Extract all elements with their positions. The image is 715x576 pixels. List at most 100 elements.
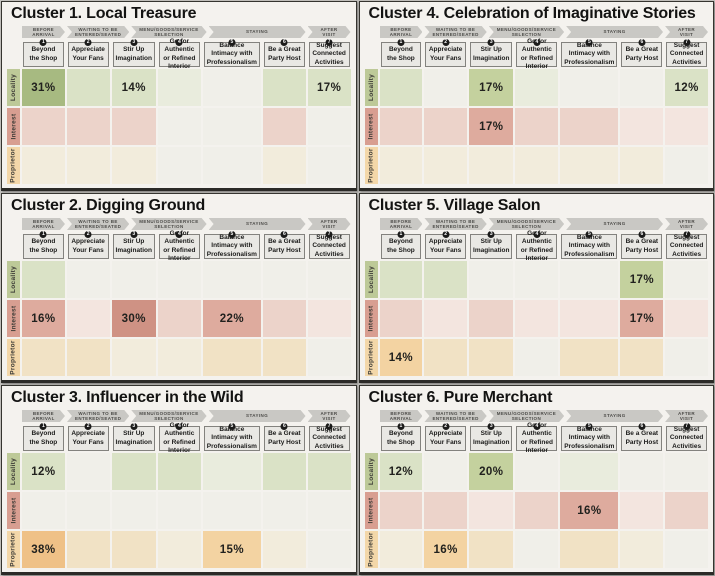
column-number-badge: 7	[683, 423, 691, 430]
column-number-badge: 6	[638, 423, 646, 430]
column-number-badge: 1	[397, 39, 405, 46]
heatmap-cell	[469, 492, 514, 529]
column-header-label: Appreciate Your Fans	[428, 430, 463, 446]
column-header-label: Beyond the Shop	[386, 430, 415, 446]
column-header: 3 Stir Up Imagination	[112, 423, 155, 451]
heatmap-cell: 14%	[379, 339, 423, 376]
panel-title: Cluster 2. Digging Ground	[11, 197, 206, 214]
heatmap-cell	[202, 261, 261, 298]
cluster-panel: Cluster 4. Celebration of Imaginative St…	[358, 1, 714, 191]
row-label-locality: Locality	[364, 69, 378, 106]
heatmap-cell	[424, 147, 468, 184]
column-header-label: Beyond the Shop	[29, 46, 58, 62]
heatmap-cell	[560, 531, 619, 568]
heatmap-cell	[620, 147, 664, 184]
heatmap-cell	[665, 339, 708, 376]
heatmap-cell	[515, 339, 559, 376]
column-header: 1 Beyond the Shop	[23, 231, 64, 259]
column-header: 1 Beyond the Shop	[23, 423, 64, 451]
heatmap-cell	[424, 453, 468, 490]
column-number-badge: 1	[39, 39, 47, 46]
column-header-label: Stir Up Imagination	[115, 430, 152, 446]
heatmap-cell	[66, 339, 110, 376]
column-header: 6 Be a Great Party Host	[263, 39, 305, 67]
column-header-label: Be a Great Party Host	[268, 430, 301, 446]
column-number-badge: 4	[175, 423, 183, 430]
column-header: 5Balance Intimacy with Professionalism	[561, 231, 618, 259]
heatmap-cell	[307, 147, 351, 184]
heatmap-cell: 14%	[111, 69, 156, 106]
row-label-proprietor: Proprietor	[7, 339, 20, 376]
stage-arrow: AFTER VISIT	[665, 218, 708, 230]
heatmap-cell	[515, 147, 559, 184]
heatmap-cell	[379, 492, 423, 529]
heatmap-cell: 22%	[202, 300, 261, 337]
column-number-badge: 3	[487, 231, 495, 238]
heatmap-cell	[157, 531, 201, 568]
stage-arrow: BEFORE ARRIVAL	[380, 218, 423, 230]
stage-arrow: STAYING	[209, 26, 306, 38]
column-number-badge: 2	[84, 423, 92, 430]
heatmap-cell	[379, 300, 423, 337]
heatmap-cell	[560, 69, 619, 106]
column-header: 7Suggest Connected Activities	[666, 231, 707, 259]
column-number-badge: 3	[487, 423, 495, 430]
heatmap-cell	[560, 300, 619, 337]
heatmap-cell	[22, 339, 65, 376]
column-number-badge: 3	[130, 423, 138, 430]
column-header: 3 Stir Up Imagination	[112, 39, 155, 67]
grid-corner-spacer	[365, 426, 378, 451]
stage-arrow: AFTER VISIT	[308, 26, 351, 38]
row-label-text: Interest	[10, 497, 18, 524]
row-label-text: Proprietor	[367, 148, 375, 183]
column-header: 2 Appreciate Your Fans	[67, 231, 109, 259]
heatmap-cell: 16%	[22, 300, 65, 337]
stage-arrow: BEFORE ARRIVAL	[380, 410, 423, 422]
row-label-text: Locality	[367, 458, 375, 485]
row-label-locality: Locality	[364, 453, 378, 490]
heatmap-grid: 1 Beyond the Shop 2 Appreciate Your Fans 3 St…	[364, 38, 708, 184]
stage-arrow: BEFORE ARRIVAL	[22, 218, 65, 230]
stage-arrow: MENU/GOODS/SERVICE SELECTION	[489, 410, 564, 422]
cluster-panel: Cluster 1. Local Treasure BEFORE ARRIVAL…	[1, 1, 357, 191]
column-number-badge: 7	[683, 231, 691, 238]
heatmap-cell	[111, 261, 156, 298]
heatmap-grid: 1 Beyond the Shop 2 Appreciate Your Fans 3 St…	[7, 38, 351, 184]
heatmap-cell	[665, 261, 708, 298]
stage-arrow: MENU/GOODS/SERVICE SELECTION	[131, 410, 206, 422]
column-header: 1 Beyond the Shop	[380, 39, 422, 67]
heatmap-cell	[157, 492, 201, 529]
column-header: 4 Go for Authentic or Refined Interior	[516, 230, 558, 262]
stage-arrow: MENU/GOODS/SERVICE SELECTION	[489, 26, 564, 38]
heatmap-cell	[157, 69, 201, 106]
heatmap-cell	[111, 147, 156, 184]
stage-arrow: MENU/GOODS/SERVICE SELECTION	[131, 218, 206, 230]
column-number-badge: 1	[39, 231, 47, 238]
row-label-text: Interest	[367, 497, 375, 524]
column-number-badge: 2	[84, 39, 92, 46]
stage-arrow: STAYING	[566, 26, 663, 38]
heatmap-cell	[379, 531, 423, 568]
row-label-locality: Locality	[7, 261, 20, 298]
heatmap-cell	[22, 147, 65, 184]
column-number-badge: 5	[585, 231, 593, 238]
column-number-badge: 4	[533, 231, 541, 238]
journey-stage-band: BEFORE ARRIVAL WAITING TO BE ENTERED/SEAT…	[380, 410, 709, 422]
heatmap-cell	[262, 108, 306, 145]
heatmap-cell: 12%	[665, 69, 708, 106]
heatmap-cell	[469, 531, 514, 568]
heatmap-cell	[307, 531, 351, 568]
row-label-proprietor: Proprietor	[7, 147, 20, 184]
heatmap-cell	[620, 69, 664, 106]
heatmap-cell	[202, 108, 261, 145]
column-number-badge: 4	[533, 39, 541, 46]
column-number-badge: 7	[325, 231, 333, 238]
row-label-text: Proprietor	[10, 148, 18, 183]
heatmap-cell	[620, 453, 664, 490]
column-header: 3 Stir Up Imagination	[470, 423, 513, 451]
column-number-badge: 5	[228, 231, 236, 238]
heatmap-cell: 31%	[22, 69, 65, 106]
heatmap-cell: 38%	[22, 531, 65, 568]
heatmap-cell	[202, 492, 261, 529]
